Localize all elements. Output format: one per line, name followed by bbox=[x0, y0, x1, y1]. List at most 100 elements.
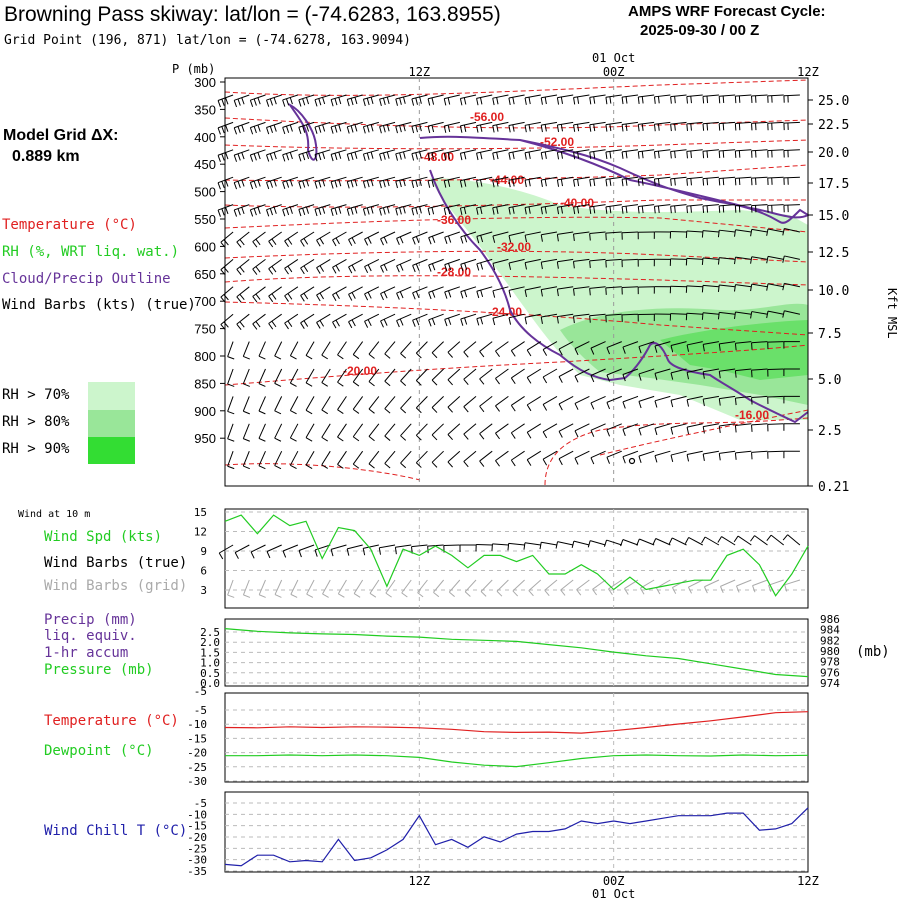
rh90-region bbox=[660, 320, 808, 380]
wind-barb bbox=[444, 204, 460, 209]
surface-wind-barb bbox=[508, 542, 525, 546]
wind-barb-flag bbox=[476, 263, 480, 271]
wind-barb-flag bbox=[558, 403, 563, 411]
wind-barb-flag bbox=[447, 97, 451, 105]
wind-barb-flag bbox=[690, 205, 692, 213]
wind-barb-flag bbox=[400, 462, 407, 469]
wind-barb-flag bbox=[572, 261, 575, 269]
wind-barb-flag bbox=[285, 180, 290, 188]
wind-barb bbox=[476, 258, 493, 265]
surface-wind-barb bbox=[770, 534, 785, 546]
wind-barb bbox=[767, 255, 784, 260]
wind-barb-flag bbox=[556, 207, 560, 215]
wind-barb-flag bbox=[300, 267, 305, 275]
wind-barb-flag bbox=[316, 294, 321, 302]
surface-wind-barb-flag bbox=[362, 548, 366, 556]
wind-barb bbox=[508, 258, 525, 264]
wind-barb bbox=[670, 258, 687, 260]
wind-barb-flag bbox=[443, 208, 447, 216]
wind-barb-flag bbox=[734, 284, 736, 292]
surface-wind-barb bbox=[737, 535, 752, 546]
wind-barb-flag bbox=[303, 292, 309, 300]
wind-barb-flag bbox=[399, 180, 402, 188]
wind-barb-flag bbox=[427, 98, 431, 106]
wind-barb bbox=[337, 450, 347, 465]
wind-barb-flag bbox=[690, 178, 692, 186]
wind-barb-flag bbox=[364, 321, 369, 328]
grid-wind-barb-flag bbox=[608, 588, 613, 596]
wind-barb-flag bbox=[702, 96, 705, 104]
wind-barb bbox=[463, 368, 477, 380]
wind-barb bbox=[368, 423, 380, 437]
grid-wind-barb-flag bbox=[624, 588, 629, 595]
wind-barb-flag bbox=[508, 290, 512, 298]
wind-barb-flag bbox=[384, 353, 391, 359]
tick-label: -10 bbox=[187, 808, 207, 821]
wind-barb-flag bbox=[352, 436, 360, 442]
wind-barb bbox=[654, 204, 671, 207]
wind-barb-flag bbox=[300, 240, 305, 247]
wind-barb-flag bbox=[400, 353, 407, 359]
wind-barb-flag bbox=[290, 410, 297, 415]
grid-wind-barb-flag bbox=[768, 585, 772, 592]
pressure-line bbox=[224, 628, 809, 678]
wind-barb-flag bbox=[302, 208, 306, 216]
wind-barb-flag bbox=[431, 179, 435, 187]
wind-barb-flag bbox=[337, 436, 344, 442]
wind-barb bbox=[541, 204, 558, 208]
wind-barb bbox=[589, 204, 606, 208]
wind-barb-flag bbox=[577, 178, 580, 187]
wind-barb bbox=[654, 450, 671, 457]
wind-barb-flag bbox=[384, 435, 391, 441]
wind-barb bbox=[590, 368, 606, 376]
wind-barb bbox=[751, 395, 768, 399]
wind-barb-flag bbox=[399, 125, 402, 133]
wind-barb-flag bbox=[542, 458, 548, 466]
legend-wind-barbs-true: Wind Barbs (true) bbox=[44, 555, 188, 571]
wind-barb bbox=[686, 121, 703, 125]
wind-barb-flag bbox=[233, 154, 238, 162]
surface-wind-barb bbox=[250, 544, 266, 553]
wind-barb-flag bbox=[674, 178, 676, 186]
wind-barb-flag bbox=[605, 179, 608, 187]
wind-barb bbox=[289, 341, 299, 356]
wind-barb bbox=[364, 231, 380, 240]
wind-barb-flag bbox=[319, 237, 325, 245]
surface-wind-barb bbox=[541, 541, 558, 546]
wind-barb bbox=[463, 450, 477, 462]
wind-barb-flag bbox=[718, 123, 721, 131]
isotherm-line bbox=[224, 301, 809, 336]
wind-barb-flag bbox=[335, 265, 340, 272]
wind-barb-flag bbox=[444, 291, 448, 299]
wind-barb-flag bbox=[625, 96, 628, 104]
wind-barb bbox=[541, 149, 558, 154]
wind-barb-flag bbox=[638, 346, 642, 354]
wind-barb-flag bbox=[782, 283, 785, 291]
wind-barb bbox=[495, 395, 509, 407]
wind-barb-flag bbox=[670, 96, 672, 104]
surface-wind-barb bbox=[282, 544, 299, 552]
grid-wind-barb bbox=[672, 579, 687, 588]
wind-barb-flag bbox=[316, 239, 321, 247]
wind-barb-flag bbox=[496, 97, 499, 105]
wind-barb-flag bbox=[287, 265, 293, 273]
wind-barb-flag bbox=[528, 151, 531, 159]
wind-barb-flag bbox=[321, 436, 328, 442]
wind-barb-flag bbox=[654, 400, 658, 408]
wind-barb-flag bbox=[255, 321, 261, 328]
wind-barb-flag bbox=[255, 266, 261, 273]
surface-wind-barb bbox=[671, 537, 687, 546]
wind-barb-flag bbox=[287, 320, 293, 327]
grid-wind-barb-flag bbox=[784, 584, 788, 592]
wind-barb-flag bbox=[233, 209, 238, 217]
grid-wind-barb-flag bbox=[576, 589, 582, 596]
wind-barb-flag bbox=[431, 125, 435, 133]
wind-barb bbox=[476, 149, 493, 154]
wind-barb-flag bbox=[271, 293, 277, 300]
wind-barb-flag bbox=[476, 153, 479, 161]
wind-barb bbox=[400, 450, 412, 464]
wind-barb-flag bbox=[431, 379, 438, 386]
wind-barb bbox=[719, 395, 736, 400]
wind-barb-flag bbox=[512, 151, 515, 160]
legend-precip: Precip (mm) bbox=[44, 612, 137, 628]
